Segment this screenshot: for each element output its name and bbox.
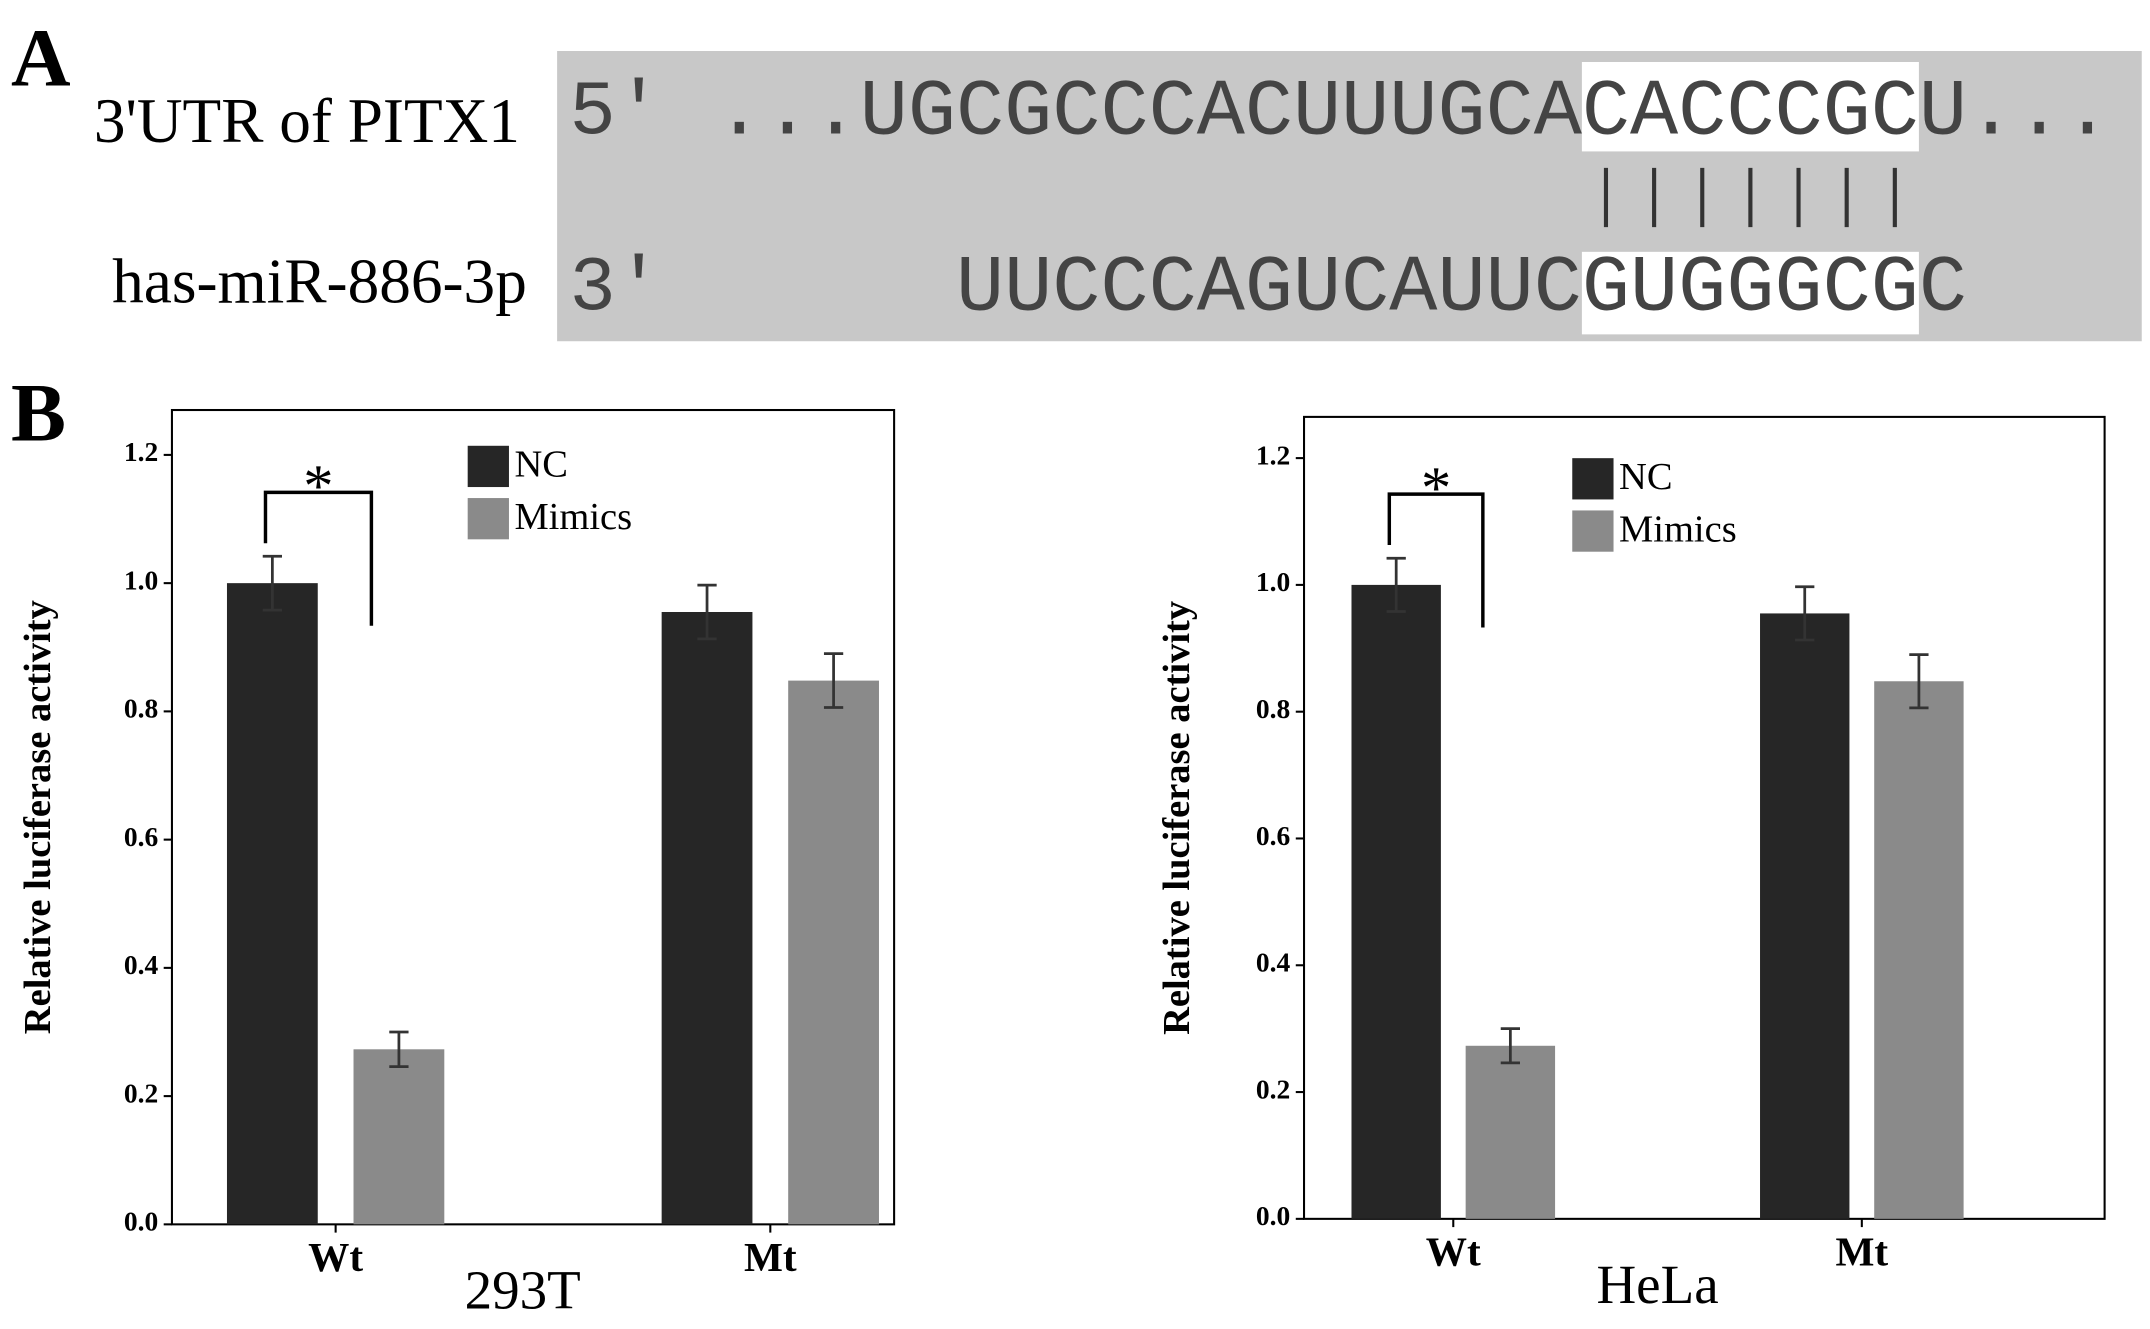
x-tick-label: Mt bbox=[1835, 1229, 1888, 1275]
sequence-segment: ...UGCGCCCACUUUGCA bbox=[715, 68, 1582, 158]
significance-bracket bbox=[1387, 492, 1485, 628]
seed-highlight bbox=[1581, 251, 1919, 335]
bar bbox=[788, 680, 879, 1225]
legend-label: NC bbox=[514, 444, 567, 486]
utr-label: 3'UTR of PITX1 bbox=[94, 86, 520, 156]
error-bar bbox=[1500, 1027, 1520, 1065]
y-tick-label: 1.2 bbox=[124, 436, 158, 467]
significance-label: * bbox=[303, 453, 333, 520]
seed-highlight bbox=[1581, 62, 1919, 152]
sequence-segment: UUCCCAGUCAUUC bbox=[956, 244, 1582, 334]
y-tick-label: 0.6 bbox=[1256, 820, 1290, 851]
strand-end: 5' bbox=[569, 71, 661, 158]
bar bbox=[1465, 1045, 1556, 1219]
significance-bracket bbox=[263, 490, 374, 626]
y-tick-label: 1.0 bbox=[1256, 566, 1290, 597]
error-bar bbox=[1386, 556, 1406, 613]
cell-line-label: 293T bbox=[465, 1260, 581, 1321]
panel-label: B bbox=[11, 366, 66, 458]
bar bbox=[1760, 613, 1850, 1219]
y-tick-label: 0.2 bbox=[1256, 1073, 1290, 1104]
y-tick-label: 0.8 bbox=[124, 693, 158, 724]
bar bbox=[1351, 584, 1441, 1219]
y-tick-label: 1.0 bbox=[124, 564, 158, 595]
y-tick-label: 0.4 bbox=[1256, 947, 1291, 978]
error-bar bbox=[389, 1030, 409, 1068]
bar bbox=[661, 612, 753, 1225]
legend-label: Mimics bbox=[514, 496, 632, 538]
sequence-segment: GUGGGCG bbox=[1582, 244, 1919, 334]
legend-swatch bbox=[467, 498, 509, 540]
error-bar bbox=[1795, 585, 1815, 642]
error-bar bbox=[262, 554, 282, 612]
y-axis-label: Relative luciferase activity bbox=[1156, 601, 1198, 1035]
strand-end: 3' bbox=[569, 247, 661, 334]
sequence-segment: CACCCGC bbox=[1582, 68, 1919, 158]
legend-label: NC bbox=[1619, 456, 1672, 498]
cell-line-label: HeLa bbox=[1596, 1254, 1718, 1315]
bar bbox=[1874, 681, 1964, 1219]
legend-swatch bbox=[1572, 458, 1614, 500]
significance-label: * bbox=[1421, 455, 1451, 522]
sequence-segment: C bbox=[1919, 244, 1967, 334]
y-axis-label: Relative luciferase activity bbox=[17, 600, 59, 1034]
legend-swatch bbox=[1572, 510, 1614, 552]
plot-frame bbox=[1302, 415, 2106, 1220]
error-bar bbox=[697, 583, 717, 641]
error-bar bbox=[823, 652, 844, 709]
panel-label: A bbox=[11, 11, 71, 103]
error-bar bbox=[1909, 653, 1929, 710]
plot-frame bbox=[170, 408, 896, 1226]
sequence-segment: U... bbox=[1919, 68, 2112, 158]
x-tick-label: Wt bbox=[1426, 1229, 1481, 1275]
y-tick-label: 0.0 bbox=[1256, 1200, 1290, 1231]
y-tick-label: 1.2 bbox=[1256, 439, 1290, 470]
x-tick-label: Wt bbox=[308, 1234, 363, 1280]
base-pairs bbox=[1603, 167, 1897, 228]
bar bbox=[226, 583, 318, 1225]
mirna-label: has-miR-886-3p bbox=[112, 247, 527, 317]
y-tick-label: 0.0 bbox=[124, 1206, 158, 1237]
bar bbox=[353, 1049, 445, 1225]
y-tick-label: 0.4 bbox=[124, 949, 159, 980]
y-tick-label: 0.8 bbox=[1256, 693, 1290, 724]
legend-swatch bbox=[467, 445, 509, 488]
x-tick-label: Mt bbox=[744, 1234, 797, 1280]
y-tick-label: 0.6 bbox=[124, 821, 158, 852]
legend-label: Mimics bbox=[1619, 508, 1737, 550]
y-tick-label: 0.2 bbox=[124, 1077, 158, 1108]
